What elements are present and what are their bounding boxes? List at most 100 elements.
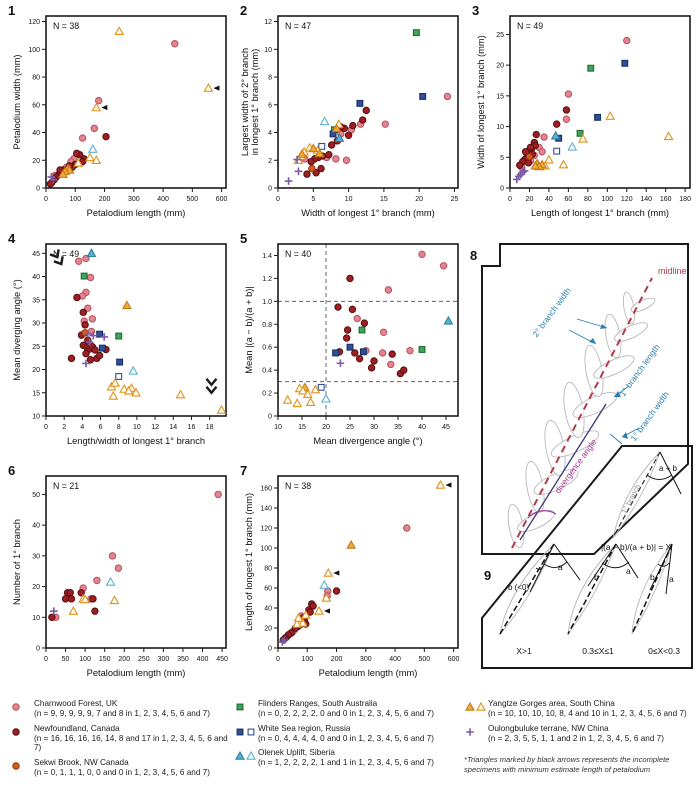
svg-text:10: 10 — [133, 424, 141, 431]
svg-text:0: 0 — [44, 196, 48, 203]
data-point — [406, 346, 414, 355]
data-point — [349, 121, 357, 130]
data-point — [100, 333, 108, 341]
svg-text:350: 350 — [177, 656, 189, 663]
data-point — [521, 148, 530, 156]
svg-text:160: 160 — [260, 486, 272, 493]
y-axis-title: Mean diverging angle (°) — [12, 279, 22, 380]
data-point — [91, 607, 99, 615]
data-point — [353, 314, 361, 323]
data-point — [66, 589, 74, 597]
data-point — [343, 326, 352, 334]
sample-size-label: N = 49 — [53, 249, 79, 259]
panel-8-border — [481, 243, 689, 555]
legend-counts: (n = 16, 16, 16, 16, 14, 8 and 17 in 1, … — [34, 733, 228, 753]
svg-text:0: 0 — [508, 196, 512, 203]
data-point — [12, 762, 20, 770]
incomplete-arrow-icon — [213, 85, 220, 91]
legend-label: Oulongbuluke terrane, NW China — [488, 723, 609, 733]
svg-text:0.6: 0.6 — [262, 345, 272, 352]
data-point — [550, 130, 561, 140]
svg-text:10: 10 — [274, 424, 282, 431]
svg-text:100: 100 — [28, 47, 40, 54]
sample-size-label: N = 38 — [285, 481, 311, 491]
legend-label: Olenek Uplift, Siberia — [258, 748, 335, 758]
data-point — [302, 389, 313, 398]
panel-4-scatter: 4 0 2 4 6 8 10 12 14 16 18 10 15 20 25 30 35 40 45 N = 49 L… — [8, 231, 234, 460]
data-point — [605, 110, 616, 120]
legend-entry-yangtze: Yangtze Gorges area, South China (n = 10… — [462, 699, 698, 719]
svg-text:12: 12 — [264, 19, 272, 26]
data-point — [84, 152, 95, 162]
svg-text:450: 450 — [216, 656, 228, 663]
incomplete-arrow-icon — [323, 608, 330, 614]
data-point — [87, 144, 98, 153]
data-point — [307, 157, 315, 166]
data-point — [284, 177, 293, 185]
svg-text:400: 400 — [157, 196, 169, 203]
data-point — [331, 123, 342, 133]
branch1-width-label: 1° branch width — [628, 389, 671, 443]
data-point — [96, 330, 104, 338]
svg-text:80: 80 — [32, 75, 40, 82]
incomplete-arrow-icon — [101, 104, 108, 111]
svg-text:40: 40 — [32, 274, 40, 281]
svg-text:6: 6 — [99, 424, 103, 431]
data-point — [564, 90, 573, 98]
legend-counts: (n = 1, 2, 2, 2, 2, 1 and 1 in 1, 2, 3, … — [258, 758, 434, 768]
branch2-width-label: 2° branch width — [530, 285, 573, 339]
panel-2-scatter: 2 0 5 10 15 20 25 0 2 4 6 8 10 12 N = 47 Width of long… — [240, 3, 466, 232]
panel-number: 7 — [240, 463, 248, 478]
svg-text:30: 30 — [370, 424, 378, 431]
svg-text:100: 100 — [79, 656, 91, 663]
svg-text:0: 0 — [500, 186, 504, 193]
panel-number: 4 — [8, 231, 16, 246]
case1-b-label: b (<0) — [508, 583, 529, 592]
data-point — [540, 133, 548, 141]
data-point — [91, 155, 102, 165]
svg-text:180: 180 — [679, 196, 691, 203]
svg-text:45: 45 — [32, 251, 40, 258]
data-point — [321, 393, 331, 403]
legend-entry-whitesea: White Sea region, Russia (n = 0, 4, 4, 4… — [232, 724, 462, 744]
data-point — [50, 607, 58, 615]
data-point — [308, 164, 316, 173]
legend-counts: (n = 9, 9, 9, 9, 9, 7 and 8 in 1, 2, 3, … — [34, 708, 210, 718]
data-point — [435, 479, 446, 489]
legend-counts: (n = 0, 1, 1, 1, 0, 0 and 0 in 1, 2, 3, … — [34, 768, 210, 778]
oulongbuluke-marker-icon — [466, 727, 474, 736]
data-point — [109, 595, 120, 605]
y-axis-title: Mean |(a − b)/(a + b)| — [244, 286, 254, 374]
data-point — [379, 328, 388, 336]
data-point — [236, 728, 244, 736]
data-point — [342, 156, 351, 164]
data-point — [293, 155, 301, 164]
data-point — [73, 149, 81, 158]
svg-text:5: 5 — [500, 155, 504, 162]
data-point — [91, 102, 102, 112]
svg-text:0.4: 0.4 — [262, 368, 272, 375]
data-point — [388, 350, 396, 358]
data-point — [403, 524, 411, 532]
data-point — [346, 343, 354, 351]
data-point — [663, 131, 674, 141]
svg-text:200: 200 — [331, 656, 343, 663]
svg-text:6: 6 — [268, 102, 272, 109]
data-point — [75, 257, 83, 265]
data-point — [317, 164, 325, 173]
svg-text:16: 16 — [188, 424, 196, 431]
svg-text:400: 400 — [389, 656, 401, 663]
data-point — [292, 398, 303, 408]
data-point — [84, 329, 92, 338]
svg-text:0.2: 0.2 — [262, 391, 272, 398]
svg-text:4: 4 — [80, 424, 84, 431]
case3-range-label: 0≤X<0.3 — [648, 646, 680, 656]
data-point — [318, 142, 326, 150]
svg-text:20: 20 — [32, 158, 40, 165]
incomplete-arrow-icon — [445, 482, 452, 488]
data-point — [439, 262, 448, 270]
legend-counts: (n = 0, 4, 4, 4, 4, 0 and 0 in 1, 2, 3, … — [258, 733, 434, 743]
svg-text:40: 40 — [32, 130, 40, 137]
legend-label: Sekwi Brook, NW Canada — [34, 758, 129, 768]
